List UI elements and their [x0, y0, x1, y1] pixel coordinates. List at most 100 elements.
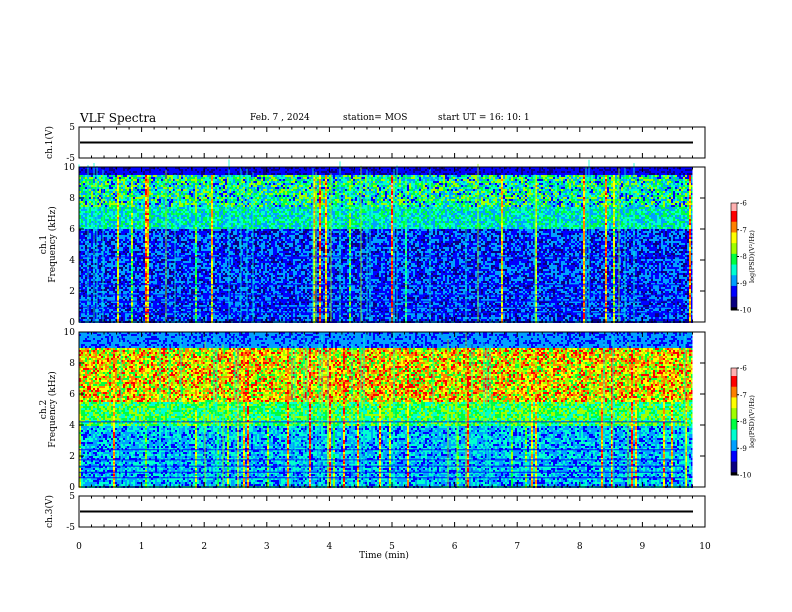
ch2-spectrogram-colorbar-step: [731, 397, 737, 401]
ch2-spectrogram-colorbar-step: [731, 469, 737, 473]
ch2-spectrogram-colorbar-step: [731, 389, 737, 393]
ch2-spectrogram-colorbar-step: [731, 402, 737, 406]
ch2-spectrogram-ytick-label: 4: [69, 421, 75, 431]
x-tick-label: 6: [452, 542, 458, 552]
ch1-spectrogram-colorbar-step: [731, 280, 737, 284]
ch1-spectrogram-colorbar-step: [731, 288, 737, 292]
ch2-spectrogram-ytick-label: 8: [69, 359, 75, 369]
ch1-spectrogram-colorbar-step: [731, 277, 737, 282]
ch1-waveform-ytick-label: -5: [66, 154, 75, 164]
ch2-spectrogram-colorbar-step: [731, 432, 737, 436]
ch1-spectrogram-colorbar-step: [731, 203, 737, 207]
ch2-spectrogram-colorbar-step: [731, 394, 737, 398]
ch1-spectrogram-colorbar-step: [731, 269, 737, 274]
ch2-spectrogram-colorbar-step: [731, 410, 737, 414]
ch2-spectrogram-ytick-label: 10: [64, 328, 76, 338]
ch2-spectrogram-colorbar-step: [731, 458, 737, 463]
ch2-spectrogram-colorbar-step: [731, 466, 737, 471]
ch2-spectrogram-ylabel: Frequency (kHz): [47, 371, 58, 448]
ch2-spectrogram-ytick-label: 2: [69, 452, 75, 462]
ch2-spectrogram-colorbar-step: [731, 408, 737, 412]
ch2-spectrogram-channel-label: ch.2: [39, 400, 49, 419]
x-tick-label: 9: [640, 542, 646, 552]
ch1-spectrogram-colorbar-step: [731, 245, 737, 249]
ch2-spectrogram-colorbar-step: [731, 370, 737, 374]
x-tick-label: 4: [327, 542, 333, 552]
ch2-spectrogram-colorbar-step: [731, 442, 737, 447]
ch1-spectrogram-colorbar-step: [731, 219, 737, 223]
ch2-spectrogram-colorbar-step: [731, 429, 737, 433]
ch2-spectrogram-ytick-label: 0: [69, 483, 75, 493]
x-tick-label: 5: [389, 542, 395, 552]
ch1-spectrogram-colorbar-step: [731, 205, 737, 209]
ch2-spectrogram-ytick-label: 6: [69, 390, 75, 400]
ch1-spectrogram-image: [78, 159, 705, 323]
ch1-spectrogram-colorbar-tick-label: -8: [740, 253, 747, 261]
ch2-spectrogram-colorbar-step: [731, 373, 737, 377]
ch2-spectrogram-colorbar-step: [731, 456, 737, 460]
ch1-spectrogram-colorbar-step: [731, 237, 737, 241]
ch1-spectrogram-colorbar-step: [731, 299, 737, 303]
ch1-spectrogram-colorbar-step: [731, 248, 737, 252]
ch1-spectrogram-colorbar-step: [731, 304, 737, 308]
ch2-spectrogram-colorbar-step: [731, 440, 737, 444]
ch2-spectrogram-colorbar-step: [731, 421, 737, 425]
ch2-spectrogram-colorbar-step: [731, 413, 737, 417]
ch2-spectrogram-colorbar-step: [731, 405, 737, 409]
ch2-spectrogram-colorbar-step: [731, 381, 737, 385]
ch2-spectrogram-colorbar-step: [731, 450, 737, 455]
ch1-spectrogram-colorbar-step: [731, 275, 737, 279]
ch2-spectrogram-colorbar-step: [731, 384, 737, 388]
date-label: Feb. 7 , 2024: [250, 113, 310, 123]
ch2-spectrogram-colorbar-step: [731, 378, 737, 382]
ch2-spectrogram-nodata: [692, 332, 705, 487]
ch1-spectrogram-colorbar-step: [731, 208, 737, 212]
ch2-spectrogram-colorbar-step: [731, 453, 737, 457]
station-label: station= MOS: [343, 113, 407, 123]
ch1-spectrogram-colorbar-step: [731, 229, 737, 233]
ch1-spectrogram-colorbar-step: [731, 307, 737, 311]
ch1-spectrogram-colorbar-step: [731, 261, 737, 266]
ch2-spectrogram-colorbar-tick-label: -9: [740, 445, 747, 453]
ch2-spectrogram-colorbar-step: [731, 437, 737, 441]
ch1-waveform-ylabel: ch.1(V): [44, 126, 55, 159]
ch2-spectrogram-colorbar-step: [731, 472, 737, 476]
ch1-spectrogram-channel-label: ch.1: [39, 235, 49, 254]
figure-title: VLF Spectra: [80, 111, 156, 125]
x-tick-label: 0: [76, 542, 82, 552]
ch1-spectrogram-colorbar-step: [731, 240, 737, 244]
ch1-spectrogram-colorbar-tick-label: -6: [740, 200, 747, 208]
ch3-waveform-ylabel: ch.3(V): [44, 495, 55, 528]
ch2-spectrogram-colorbar-step: [731, 376, 737, 380]
ch2-spectrogram-colorbar-step: [731, 461, 737, 465]
ch1-spectrogram-colorbar-step: [731, 224, 737, 228]
ch2-spectrogram-colorbar-step: [731, 448, 737, 452]
ch2-spectrogram-colorbar-step: [731, 392, 737, 396]
ch3-waveform-ytick-label: 5: [69, 492, 75, 502]
ch1-spectrogram-colorbar-step: [731, 283, 737, 287]
x-tick-label: 8: [577, 542, 583, 552]
ch2-spectrogram-colorbar-step: [731, 434, 737, 439]
ch2-spectrogram-colorbar-step: [731, 386, 737, 390]
x-tick-label: 7: [514, 542, 520, 552]
ch1-spectrogram-colorbar-step: [731, 259, 737, 263]
ch1-spectrogram-colorbar-step: [731, 232, 737, 236]
ch1-spectrogram-colorbar-step: [731, 291, 737, 295]
ch2-spectrogram-colorbar-tick-label: -6: [740, 365, 747, 373]
ch1-spectrogram-colorbar-step: [731, 251, 737, 255]
ch1-spectrogram-colorbar-step: [731, 227, 737, 231]
ch1-spectrogram-ylabel: Frequency (kHz): [47, 206, 58, 283]
ch2-spectrogram-image: [79, 332, 705, 488]
ch2-spectrogram-colorbar-step: [731, 426, 737, 431]
ch2-spectrogram-colorbar-step: [731, 368, 737, 372]
ch1-spectrogram-colorbar-tick-label: -7: [740, 226, 747, 234]
ch2-spectrogram-colorbar-tick-label: -8: [740, 418, 747, 426]
ch2-spectrogram-colorbar-tick-label: -7: [740, 391, 747, 399]
ch1-spectrogram-ytick-label: 2: [69, 287, 75, 297]
ch1-spectrogram-ytick-label: 10: [64, 163, 76, 173]
ch1-spectrogram-colorbar-step: [731, 235, 737, 239]
ch1-spectrogram-colorbar-step: [731, 213, 737, 217]
ch1-spectrogram-colorbar-tick-label: -9: [740, 280, 747, 288]
ch2-spectrogram-colorbar-step: [731, 445, 737, 449]
x-axis-label: Time (min): [359, 550, 409, 561]
